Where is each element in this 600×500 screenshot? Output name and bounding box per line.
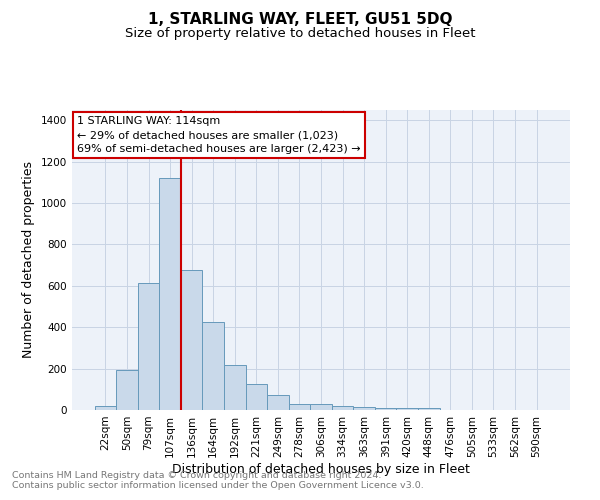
Bar xyxy=(289,404,310,410)
Y-axis label: Number of detached properties: Number of detached properties xyxy=(22,162,35,358)
Bar xyxy=(332,406,353,410)
X-axis label: Distribution of detached houses by size in Fleet: Distribution of detached houses by size … xyxy=(172,462,470,475)
Bar xyxy=(245,384,267,410)
Bar xyxy=(116,370,138,410)
Bar xyxy=(202,322,224,410)
Text: 1, STARLING WAY, FLEET, GU51 5DQ: 1, STARLING WAY, FLEET, GU51 5DQ xyxy=(148,12,452,28)
Bar xyxy=(224,365,245,410)
Bar xyxy=(418,408,440,410)
Bar xyxy=(310,404,332,410)
Bar xyxy=(181,270,202,410)
Bar xyxy=(95,406,116,410)
Bar xyxy=(267,395,289,410)
Bar xyxy=(375,408,397,410)
Text: Contains HM Land Registry data © Crown copyright and database right 2024.
Contai: Contains HM Land Registry data © Crown c… xyxy=(12,470,424,490)
Text: 1 STARLING WAY: 114sqm
← 29% of detached houses are smaller (1,023)
69% of semi-: 1 STARLING WAY: 114sqm ← 29% of detached… xyxy=(77,116,361,154)
Bar xyxy=(160,178,181,410)
Bar xyxy=(353,407,375,410)
Bar xyxy=(397,408,418,410)
Text: Size of property relative to detached houses in Fleet: Size of property relative to detached ho… xyxy=(125,28,475,40)
Bar xyxy=(138,283,160,410)
